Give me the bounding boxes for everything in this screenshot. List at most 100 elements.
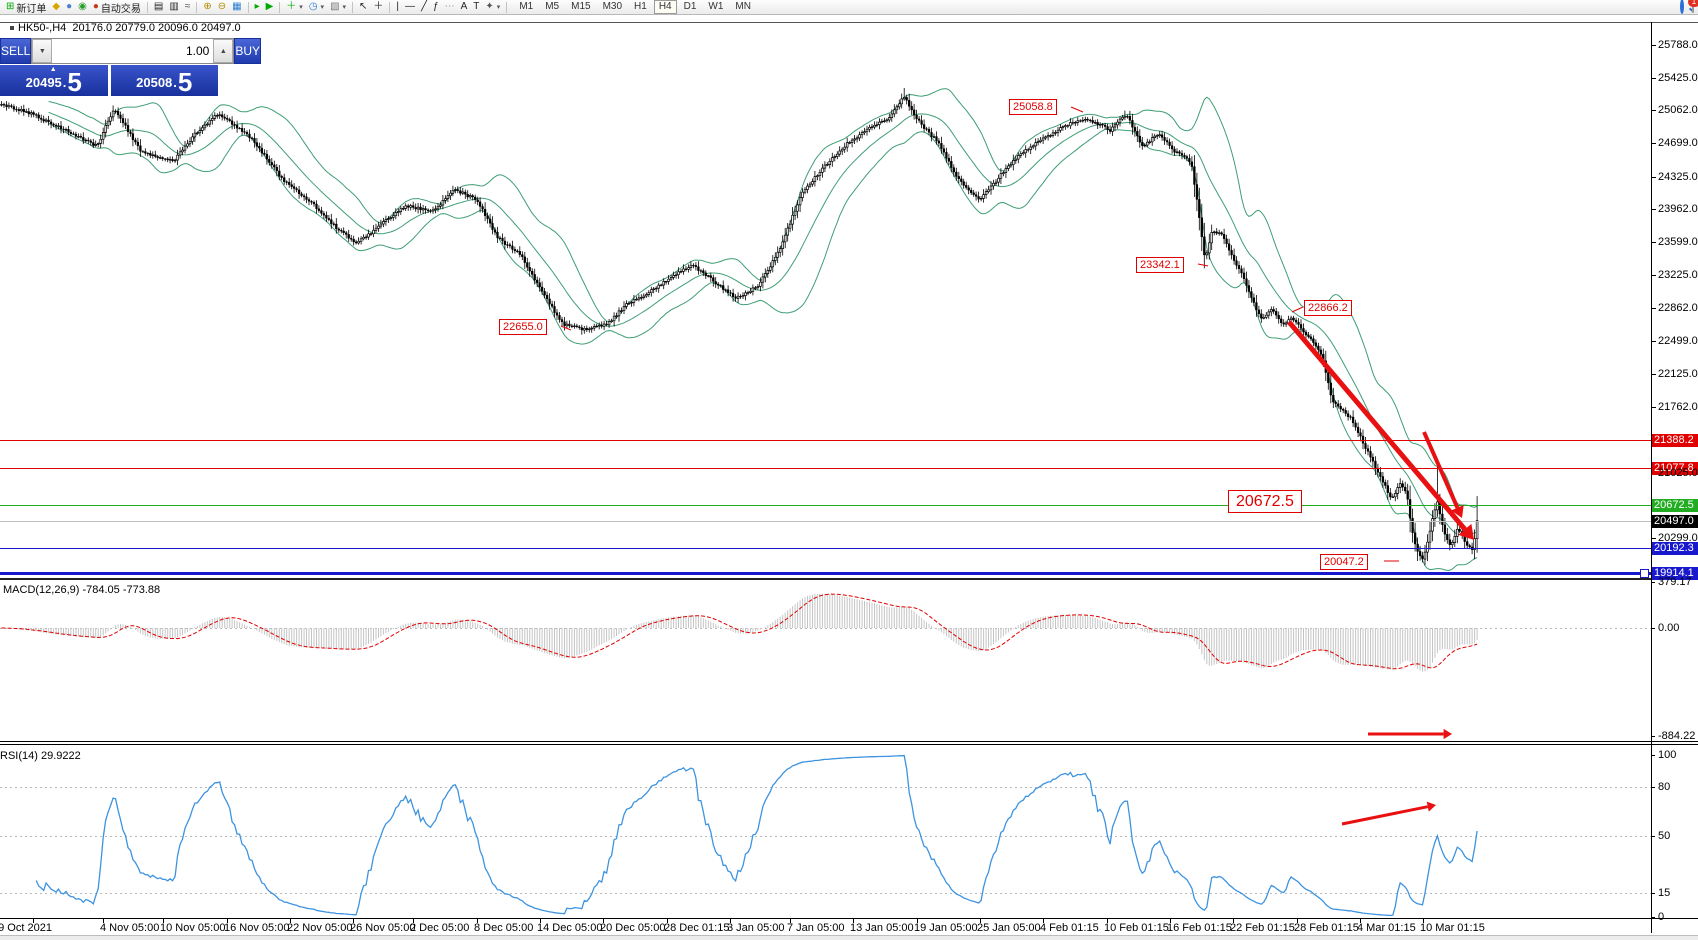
time-tick-label: 8 Dec 05:00	[474, 922, 534, 934]
notifications-button[interactable]: 1	[1688, 0, 1698, 13]
timeframe-button-mn[interactable]: MN	[735, 1, 751, 12]
cursor-icon: ↖	[359, 1, 368, 12]
hline-drag-handle[interactable]	[1640, 569, 1649, 578]
zoom-in-button[interactable]: ⊕	[200, 1, 214, 14]
market-watch-icon: ▤	[153, 1, 164, 12]
new-order-button[interactable]: ⊞ 新订单	[3, 1, 49, 15]
timeframe-button-w1[interactable]: W1	[708, 1, 724, 12]
shapes-button[interactable]: ✦ ▾	[482, 1, 503, 14]
volume-up-button[interactable]: ▲	[213, 39, 234, 63]
mql5-icon: ●	[66, 1, 73, 12]
signals-icon: ◉	[78, 1, 87, 12]
buy-button[interactable]: BUY	[234, 38, 262, 64]
mql5-button[interactable]: ●	[63, 1, 75, 14]
zoom-out-button[interactable]: ⊖	[215, 1, 229, 14]
timeframe-button-h1[interactable]: H1	[634, 1, 647, 12]
trendline-button[interactable]: ╱	[418, 1, 430, 14]
data-window-button[interactable]: ▥	[166, 1, 181, 14]
rsi-axis-label: 50	[1658, 830, 1671, 842]
price-axis-box: 19914.1	[1652, 567, 1698, 580]
price-tag-annotation: 23342.1	[1136, 257, 1184, 273]
price-tag-annotation: 20047.2	[1320, 554, 1368, 570]
navigator-button[interactable]: ≈	[182, 1, 194, 14]
timeframe-button-m5[interactable]: M5	[545, 1, 560, 12]
equidistant-channel-button[interactable]: ƒ	[430, 1, 442, 14]
price-axis-box: 21388.2	[1652, 434, 1698, 447]
volume-up-icon: ▲	[219, 47, 227, 55]
chart-shift-button[interactable]: ▸	[252, 1, 263, 14]
bear-candles	[2, 97, 1474, 560]
toolbar: ⊞ 新订单 ◆ ● ◉ ● 自动交易 ▤ ▥ ≈ ⊕ ⊖ ▦ ▸ ▶ ＋ ▾ ◷ ▾…	[0, 0, 1698, 15]
hline-button[interactable]: —	[402, 1, 418, 14]
timeframe-button-m30[interactable]: M30	[602, 1, 623, 12]
autotrading-button[interactable]: ● 自动交易	[90, 1, 144, 15]
timeframe-group: M1 M5 M15 M30 H1 H4 D1 W1 MN	[514, 0, 756, 14]
toolbar-separator	[247, 1, 249, 13]
time-tick-label: 25 Jan 05:00	[977, 922, 1041, 934]
trendline-icon: ╱	[421, 1, 428, 12]
time-tick-label: 19 Jan 05:00	[914, 922, 978, 934]
sell-button[interactable]: SELL	[0, 38, 32, 64]
tick-direction-icon: ▲	[49, 66, 57, 73]
market-watch-button[interactable]: ▤	[151, 1, 166, 14]
annotation-stub	[1070, 106, 1084, 113]
time-tick-label: 4 Nov 05:00	[100, 922, 160, 934]
price-tick-label: 25062.0	[1658, 104, 1698, 116]
community-icon: ◆	[52, 1, 61, 12]
crosshair-button[interactable]: ＋	[370, 1, 386, 14]
macd-histogram	[6, 593, 1478, 672]
vline-button[interactable]: |	[393, 1, 402, 14]
toolbar-right-cluster: 1	[1680, 0, 1698, 14]
price-tick-label: 22499.0	[1658, 335, 1698, 347]
auto-scroll-button[interactable]: ▶	[263, 1, 277, 14]
buy-price-dot: .	[173, 75, 177, 90]
macd-axis-label: 379.17	[1658, 576, 1692, 588]
annotation-stub	[560, 325, 572, 331]
sell-price-display[interactable]: ▲ 20495 . 5	[0, 65, 108, 96]
toolbar-separator	[352, 1, 354, 13]
horizontal-scrollbar[interactable]	[0, 935, 1698, 940]
periods-button[interactable]: ◷ ▾	[306, 1, 327, 14]
horizontal-line-icon: —	[405, 1, 416, 12]
bollinger-lower	[48, 122, 1478, 571]
price-tick-label: 24325.0	[1658, 171, 1698, 183]
cursor-button[interactable]: ↖	[356, 1, 370, 14]
timeframe-button-m15[interactable]: M15	[571, 1, 591, 12]
add-indicator-button[interactable]: ＋ ▾	[283, 1, 306, 14]
panel-separator	[0, 22, 1698, 23]
zoom-in-icon: ⊕	[203, 1, 212, 12]
community-button[interactable]: ◆	[49, 1, 63, 14]
text-button[interactable]: A	[458, 1, 471, 14]
symbol-info: HK50-,H4 20176.0 20779.0 20096.0 20497.0	[10, 22, 241, 34]
label-button[interactable]: T	[470, 1, 482, 14]
price-tick-label: 23962.0	[1658, 203, 1698, 215]
tile-windows-button[interactable]: ▦	[229, 1, 244, 14]
time-tick-label: 22 Feb 01:15	[1230, 922, 1295, 934]
toolbar-separator	[389, 1, 391, 13]
auto-scroll-icon: ▶	[265, 1, 274, 12]
templates-button[interactable]: ▧ ▾	[327, 1, 349, 14]
price-tick-label: 23599.0	[1658, 236, 1698, 248]
fibonacci-button[interactable]: ⋯	[442, 1, 458, 14]
price-axis-box: 20672.5	[1652, 499, 1698, 512]
buy-price-display[interactable]: 20508 . 5	[110, 65, 218, 96]
time-tick-label: 10 Feb 01:15	[1104, 922, 1169, 934]
annotation-stub	[1197, 263, 1209, 267]
timeframe-button-d1[interactable]: D1	[683, 1, 697, 12]
main-plot	[0, 88, 1479, 571]
timeframe-button-m1[interactable]: M1	[519, 1, 534, 12]
panel-separator	[0, 744, 1698, 745]
panel-separator	[0, 741, 1698, 742]
volume-stepper: ▼ ▲	[31, 38, 235, 64]
signals-button[interactable]: ◉	[75, 1, 90, 14]
rsi-plot	[35, 754, 1478, 917]
trend-arrow-shaft	[1287, 320, 1467, 531]
volume-input[interactable]	[52, 39, 214, 63]
macd-axis-label: 0.00	[1658, 622, 1680, 634]
time-tick-label: 20 Dec 05:00	[600, 922, 666, 934]
volume-down-button[interactable]: ▼	[32, 39, 53, 63]
price-tick-label: 25425.0	[1658, 72, 1698, 84]
timeframe-button-h4[interactable]: H4	[653, 0, 677, 14]
time-tick-label: 29 Oct 2021	[0, 922, 52, 934]
